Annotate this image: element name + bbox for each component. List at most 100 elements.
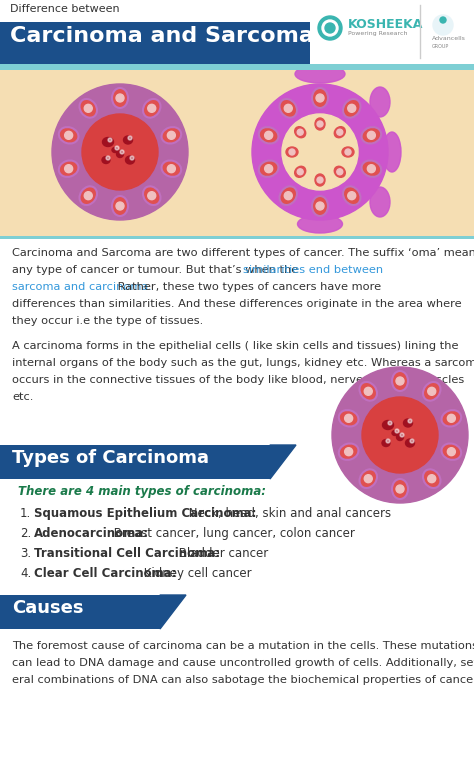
Ellipse shape [393,372,407,390]
Ellipse shape [361,383,376,399]
Circle shape [84,192,92,200]
Circle shape [325,23,335,33]
Polygon shape [320,22,350,64]
Ellipse shape [383,132,401,172]
Text: Difference between: Difference between [10,4,119,14]
Circle shape [106,156,110,160]
Circle shape [316,202,324,210]
Ellipse shape [393,480,407,498]
Circle shape [318,16,342,40]
Text: A carcinoma forms in the epithelial cells ( like skin cells and tissues) lining : A carcinoma forms in the epithelial cell… [12,341,458,351]
Circle shape [82,114,158,190]
Circle shape [52,84,188,220]
Ellipse shape [363,128,380,143]
FancyBboxPatch shape [0,236,474,239]
Text: occurs in the connective tissues of the body like blood, nerves, bones, muscles: occurs in the connective tissues of the … [12,375,464,385]
FancyBboxPatch shape [0,595,160,629]
Ellipse shape [370,87,390,117]
Ellipse shape [163,128,180,143]
Ellipse shape [424,470,439,487]
Circle shape [284,105,292,112]
FancyBboxPatch shape [0,0,474,22]
Ellipse shape [298,215,343,233]
Point [417,0,423,9]
Text: There are 4 main types of carcinoma:: There are 4 main types of carcinoma: [18,485,266,498]
Text: 1.: 1. [20,507,31,520]
Circle shape [410,439,414,443]
Ellipse shape [313,197,327,215]
Ellipse shape [313,89,327,107]
Text: Advancells: Advancells [432,36,466,41]
Circle shape [64,131,73,140]
Circle shape [428,388,436,395]
Circle shape [282,114,358,190]
Circle shape [322,20,338,36]
Ellipse shape [281,187,296,204]
Circle shape [116,202,124,210]
Circle shape [362,397,438,473]
Ellipse shape [443,411,460,426]
Text: 2.: 2. [20,527,31,540]
Circle shape [367,131,375,140]
Ellipse shape [126,156,135,164]
Text: any type of cancer or tumour. But that’s when the: any type of cancer or tumour. But that’s… [12,265,302,275]
Circle shape [302,134,338,170]
Ellipse shape [424,383,439,399]
Circle shape [395,429,399,433]
Circle shape [130,156,134,160]
Ellipse shape [370,187,390,217]
Ellipse shape [113,89,127,107]
Ellipse shape [295,65,345,83]
Ellipse shape [392,431,398,435]
Ellipse shape [315,174,325,186]
Circle shape [332,367,468,503]
Circle shape [337,129,343,135]
Text: Bladder cancer: Bladder cancer [175,547,269,560]
Polygon shape [270,445,296,479]
Text: Causes: Causes [12,599,83,617]
Circle shape [84,105,92,112]
Ellipse shape [81,187,96,204]
Circle shape [396,485,404,493]
Circle shape [386,439,390,443]
Circle shape [297,168,303,175]
Text: differences than similarities. And these differences originate in the area where: differences than similarities. And these… [12,299,462,309]
Ellipse shape [396,434,403,441]
Circle shape [447,448,456,456]
Text: GROUP: GROUP [432,44,449,49]
Ellipse shape [340,445,357,459]
Text: similarities end between: similarities end between [243,265,383,275]
Ellipse shape [60,161,77,176]
Circle shape [388,421,392,425]
Circle shape [264,131,273,140]
Text: Breast cancer, lung cancer, colon cancer: Breast cancer, lung cancer, colon cancer [110,527,355,540]
Circle shape [148,105,156,112]
FancyBboxPatch shape [0,22,320,64]
Text: etc.: etc. [12,392,33,402]
Text: Transitional Cell Carcinoma:: Transitional Cell Carcinoma: [34,547,220,560]
Polygon shape [160,595,186,629]
FancyBboxPatch shape [0,64,474,70]
Circle shape [252,84,388,220]
Ellipse shape [260,161,277,176]
Ellipse shape [102,157,110,164]
Circle shape [367,165,375,172]
Text: Types of Carcinoma: Types of Carcinoma [12,449,209,467]
Text: Adenocarcinoma:: Adenocarcinoma: [34,527,149,540]
FancyBboxPatch shape [310,0,474,64]
Circle shape [364,388,372,395]
Ellipse shape [81,100,96,117]
Circle shape [345,149,351,155]
Ellipse shape [382,439,390,446]
Circle shape [345,448,353,456]
Circle shape [297,129,303,135]
Circle shape [120,150,124,154]
FancyBboxPatch shape [0,238,474,780]
Point [417,53,423,62]
Ellipse shape [315,118,325,130]
Circle shape [64,165,73,172]
Ellipse shape [286,147,298,157]
Ellipse shape [334,126,346,138]
Text: Carcinoma and Sarcoma are two different types of cancer. The suffix ‘oma’ means: Carcinoma and Sarcoma are two different … [12,248,474,258]
Circle shape [428,475,436,483]
